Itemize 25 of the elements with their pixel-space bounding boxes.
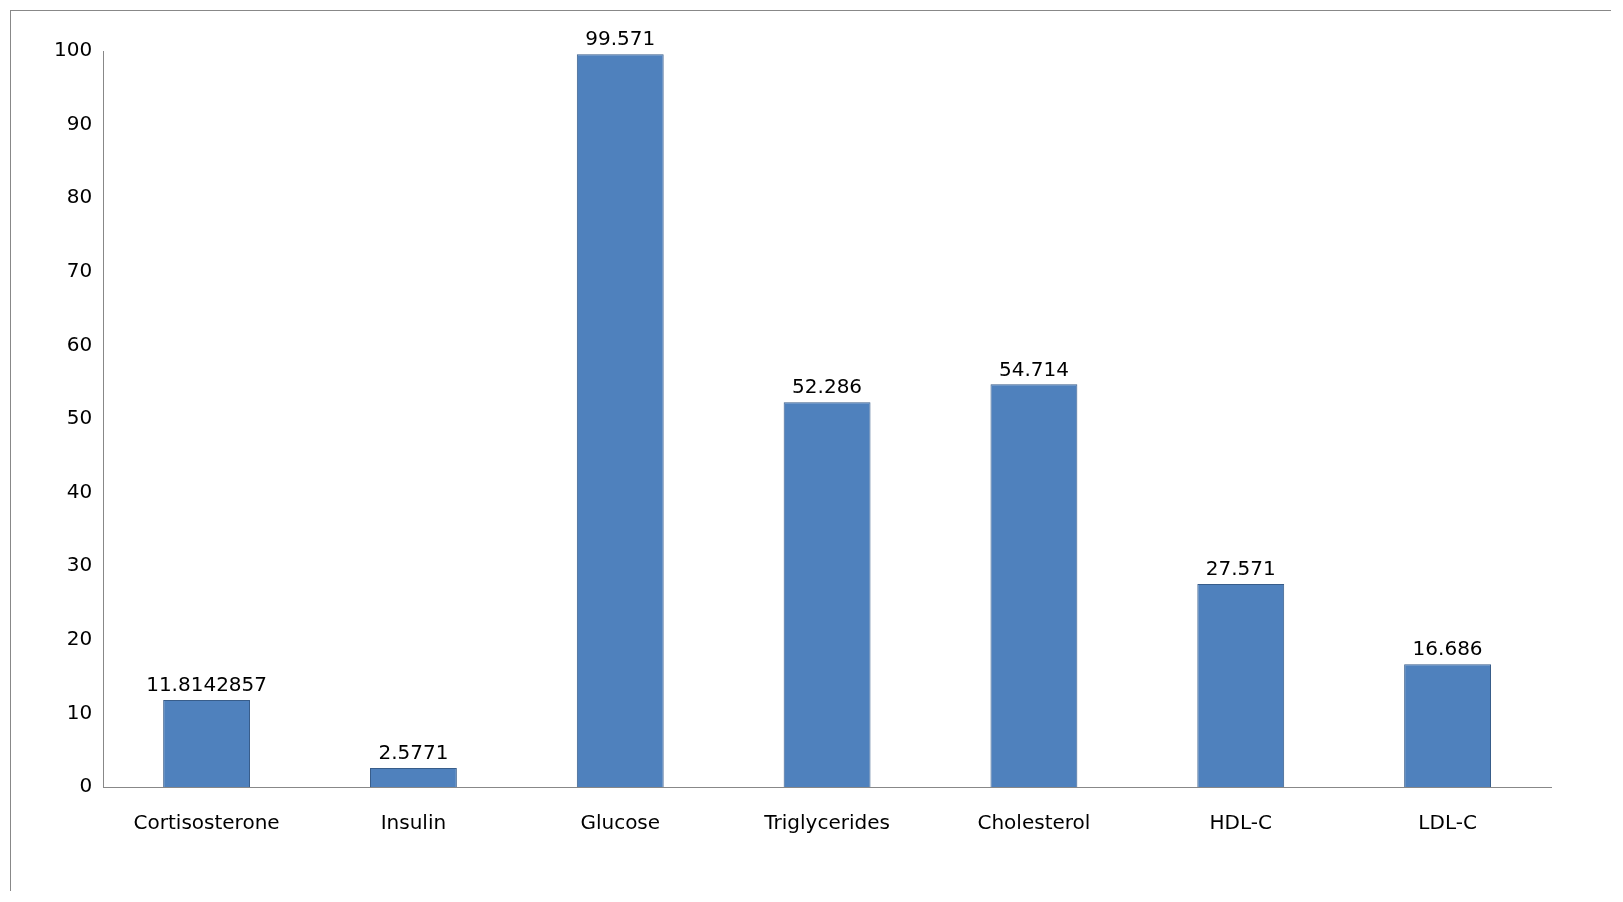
data-label: 99.571 [585,26,656,51]
x-tick-label: LDL-C [1418,810,1477,835]
x-tick-label: Insulin [380,810,447,835]
x-tick-label: Triglycerides [763,810,890,835]
y-tick-label: 40 [66,478,93,503]
y-tick-label: 30 [66,552,93,577]
y-tick-label: 10 [66,699,93,724]
data-label: 16.686 [1412,636,1483,661]
y-tick-label: 60 [66,331,93,356]
x-tick-label: HDL-C [1209,810,1272,835]
data-label: 54.714 [998,356,1069,381]
x-tick-label: Cortisosterone [133,810,280,835]
x-tick-label: Cholesterol [977,810,1091,835]
data-label: 2.5771 [378,740,449,765]
y-tick-label: 20 [66,626,93,650]
y-tick-label: 0 [79,773,93,798]
y-tick-label: 90 [66,110,93,135]
y-tick-label: 100 [53,37,93,62]
x-tick-label: Glucose [580,810,661,835]
data-label: 27.571 [1205,556,1276,581]
y-tick-label: 50 [66,405,93,430]
data-label: 52.286 [792,374,863,399]
data-label: 11.8142857 [146,672,268,697]
y-tick-label: 70 [66,258,93,282]
y-tick-label: 80 [66,184,93,209]
